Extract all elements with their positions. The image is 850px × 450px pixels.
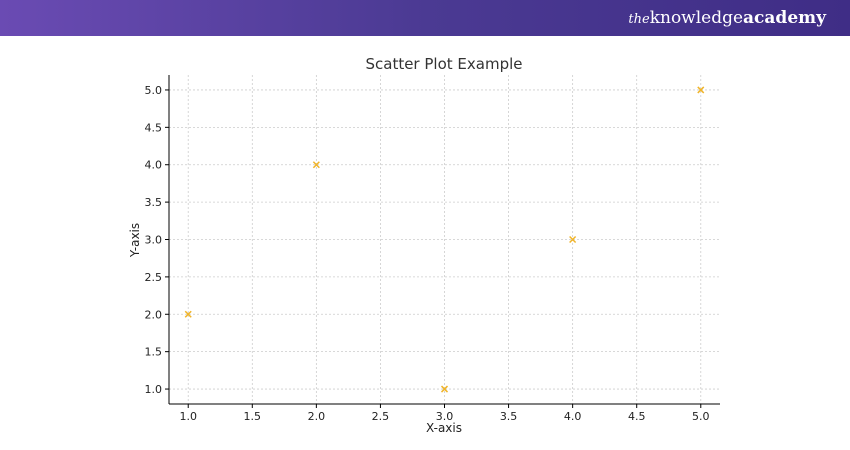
data-point-2 <box>440 385 449 393</box>
brand-knowledge: knowledge <box>649 8 744 28</box>
y-tick-label-8: 5.0 <box>145 84 163 97</box>
y-axis-label: Y-axis <box>128 223 142 258</box>
x-tick-label-1: 1.5 <box>244 410 262 423</box>
y-tick-label-0: 1.0 <box>145 383 163 396</box>
data-point-stroke-b <box>569 235 577 244</box>
x-tick-label-3: 2.5 <box>372 410 390 423</box>
brand-logo: theknowledgeacademy <box>628 6 826 32</box>
x-tick-label-5: 3.5 <box>500 410 518 423</box>
data-point-0 <box>184 310 192 318</box>
x-tick-label-0: 1.0 <box>179 410 197 423</box>
y-tick-label-7: 4.5 <box>145 121 163 134</box>
x-tick-label-4: 3.0 <box>436 410 454 423</box>
chart-title: Scatter Plot Example <box>365 55 522 73</box>
x-tick-label-2: 2.0 <box>308 410 326 423</box>
data-point-stroke-b <box>312 161 320 169</box>
y-tick-label-5: 3.5 <box>145 196 163 209</box>
ticks: 1.0 1.5 2.0 2.5 3.0 3.5 4.0 4.5 5.0 1.0 1.5 2.0 2.5 3… <box>145 84 710 423</box>
data-point-1 <box>312 161 320 169</box>
x-axis-label: X-axis <box>426 421 462 435</box>
grid-lines <box>169 75 720 404</box>
data-point-3 <box>569 235 577 244</box>
data-point-stroke-b <box>440 385 449 393</box>
y-tick-label-1: 1.5 <box>145 346 163 359</box>
data-point-4 <box>697 86 705 94</box>
x-tick-label-6: 4.0 <box>564 410 582 423</box>
y-tick-label-2: 2.0 <box>145 308 163 321</box>
data-point-stroke-b <box>184 310 192 318</box>
y-tick-label-3: 2.5 <box>145 271 163 284</box>
y-tick-label-6: 4.0 <box>145 159 163 172</box>
header-banner: theknowledgeacademy <box>0 0 850 36</box>
brand-the: the <box>628 12 650 27</box>
data-points <box>184 86 705 393</box>
y-tick-label-4: 3.0 <box>145 234 163 247</box>
x-tick-label-8: 5.0 <box>692 410 710 423</box>
data-point-stroke-b <box>697 86 705 94</box>
brand-academy: academy <box>743 8 826 28</box>
x-tick-label-7: 4.5 <box>628 410 646 423</box>
